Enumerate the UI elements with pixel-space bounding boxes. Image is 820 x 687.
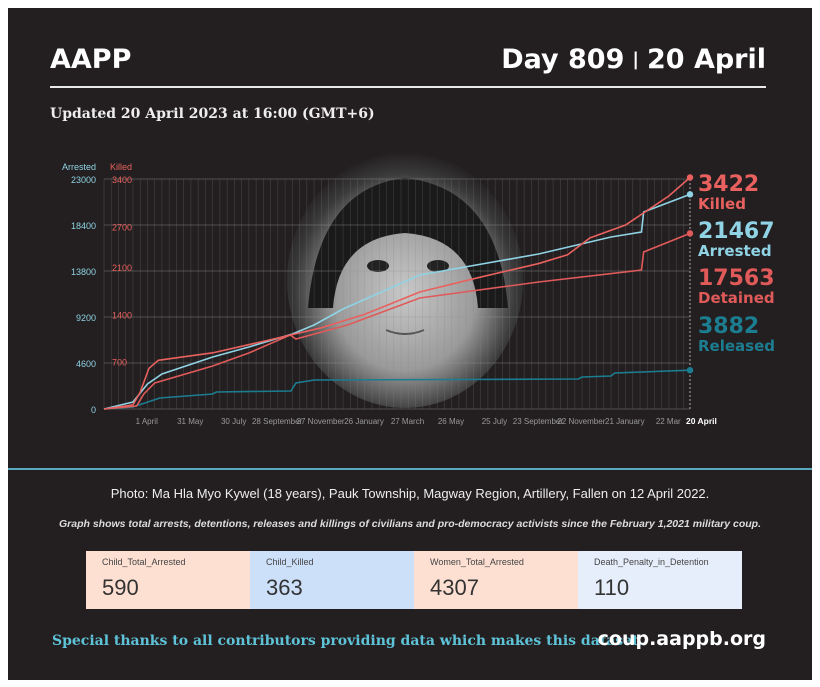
section-divider bbox=[8, 468, 812, 470]
stat-cards: Child_Total_Arrested 590 Child_Killed 363 … bbox=[86, 551, 742, 609]
day-date-title: Day 809 | 20 April bbox=[501, 44, 766, 75]
photo-caption: Photo: Ma Hla Myo Kywel (18 years), Pauk… bbox=[110, 486, 710, 501]
right-axis-tick-label: 700 bbox=[112, 358, 127, 368]
x-tick-label: 27 November bbox=[297, 417, 345, 426]
memorial-photo bbox=[287, 152, 523, 408]
card-value: 110 bbox=[594, 575, 630, 600]
left-axis-tick-label: 9200 bbox=[76, 313, 96, 323]
left-axis-tick-label: 0 bbox=[91, 405, 96, 415]
series-end-dot-detained bbox=[686, 230, 694, 237]
header-rule bbox=[50, 86, 766, 88]
series-line-killed bbox=[103, 176, 691, 410]
total-value: 3422 bbox=[698, 172, 760, 197]
total-released: 3882 Released bbox=[698, 314, 775, 355]
x-tick-label: 26 May bbox=[438, 417, 464, 426]
left-axis-tick-label: 13800 bbox=[71, 267, 96, 277]
card-label: Women_Total_Arrested bbox=[430, 557, 524, 567]
series-end-dot-arrested bbox=[686, 191, 694, 198]
total-label: Arrested bbox=[698, 242, 772, 260]
x-tick-label: 22 Mar bbox=[656, 417, 681, 426]
card-label: Death_Penalty_in_Detention bbox=[594, 557, 709, 567]
org-title: AAPP bbox=[50, 44, 132, 75]
right-axis-tick-label: 1400 bbox=[112, 310, 132, 320]
updated-text: Updated 20 April 2023 at 16:00 (GMT+6) bbox=[50, 106, 375, 122]
total-killed: 3422 Killed bbox=[698, 172, 760, 213]
x-tick-label: 25 July bbox=[482, 417, 507, 426]
stat-card-child-killed: Child_Killed 363 bbox=[250, 551, 414, 609]
day-count: Day 809 bbox=[501, 44, 625, 75]
total-label: Killed bbox=[698, 195, 746, 213]
x-tick-label: 28 September bbox=[252, 417, 303, 426]
total-arrested: 21467 Arrested bbox=[698, 219, 775, 260]
card-value: 4307 bbox=[430, 575, 479, 600]
card-value: 590 bbox=[102, 575, 139, 600]
infographic-panel: AAPP Day 809 | 20 April Updated 20 April 2… bbox=[8, 8, 812, 680]
date: 20 April bbox=[646, 44, 766, 75]
x-tick-label: 26 January bbox=[344, 417, 384, 426]
right-axis-title: Killed bbox=[110, 162, 132, 172]
total-label: Released bbox=[698, 337, 775, 355]
series-end-dot-killed bbox=[686, 174, 694, 181]
total-value: 3882 bbox=[698, 314, 760, 339]
x-tick-label: 22 November bbox=[557, 417, 605, 426]
right-axis-tick-label: 2700 bbox=[112, 222, 132, 232]
series-line-released bbox=[103, 369, 691, 410]
total-value: 17563 bbox=[698, 266, 775, 291]
right-axis-tick-label: 2100 bbox=[112, 263, 132, 273]
x-tick-label: 27 March bbox=[391, 417, 424, 426]
x-tick-label: 23 September bbox=[513, 417, 564, 426]
card-label: Child_Total_Arrested bbox=[102, 557, 186, 567]
stat-card-death-penalty: Death_Penalty_in_Detention 110 bbox=[578, 551, 742, 609]
x-tick-label: 31 May bbox=[177, 417, 203, 426]
series-line-detained bbox=[103, 232, 691, 410]
x-tick-label: 20 April bbox=[686, 416, 717, 426]
series-end-dot-released bbox=[686, 366, 694, 374]
x-tick-label: 30 July bbox=[221, 417, 246, 426]
left-axis-tick-label: 18400 bbox=[71, 221, 96, 231]
left-axis-tick-label: 4600 bbox=[76, 359, 96, 369]
thanks-text: Special thanks to all contributors provi… bbox=[52, 633, 644, 649]
total-value: 21467 bbox=[698, 219, 775, 244]
series-line-arrested bbox=[103, 193, 691, 410]
total-detained: 17563 Detained bbox=[698, 266, 775, 307]
x-tick-label: 1 April bbox=[136, 417, 158, 426]
card-label: Child_Killed bbox=[266, 557, 314, 567]
left-axis-tick-label: 23000 bbox=[71, 175, 96, 185]
separator: | bbox=[632, 49, 639, 70]
card-value: 363 bbox=[266, 575, 303, 600]
x-tick-label: 21 January bbox=[605, 417, 645, 426]
right-axis-tick-label: 3400 bbox=[112, 175, 132, 185]
stat-card-women-total-arrested: Women_Total_Arrested 4307 bbox=[414, 551, 578, 609]
left-axis-title: Arrested bbox=[62, 162, 96, 172]
line-chart: 0 4600 9200 13800 18400 23000 700 1400 2100 2700 3… bbox=[62, 152, 717, 426]
stat-card-child-total-arrested: Child_Total_Arrested 590 bbox=[86, 551, 250, 609]
graph-note: Graph shows total arrests, detentions, r… bbox=[59, 518, 761, 530]
website-link[interactable]: coup.aappb.org bbox=[597, 628, 766, 650]
total-label: Detained bbox=[698, 289, 775, 307]
